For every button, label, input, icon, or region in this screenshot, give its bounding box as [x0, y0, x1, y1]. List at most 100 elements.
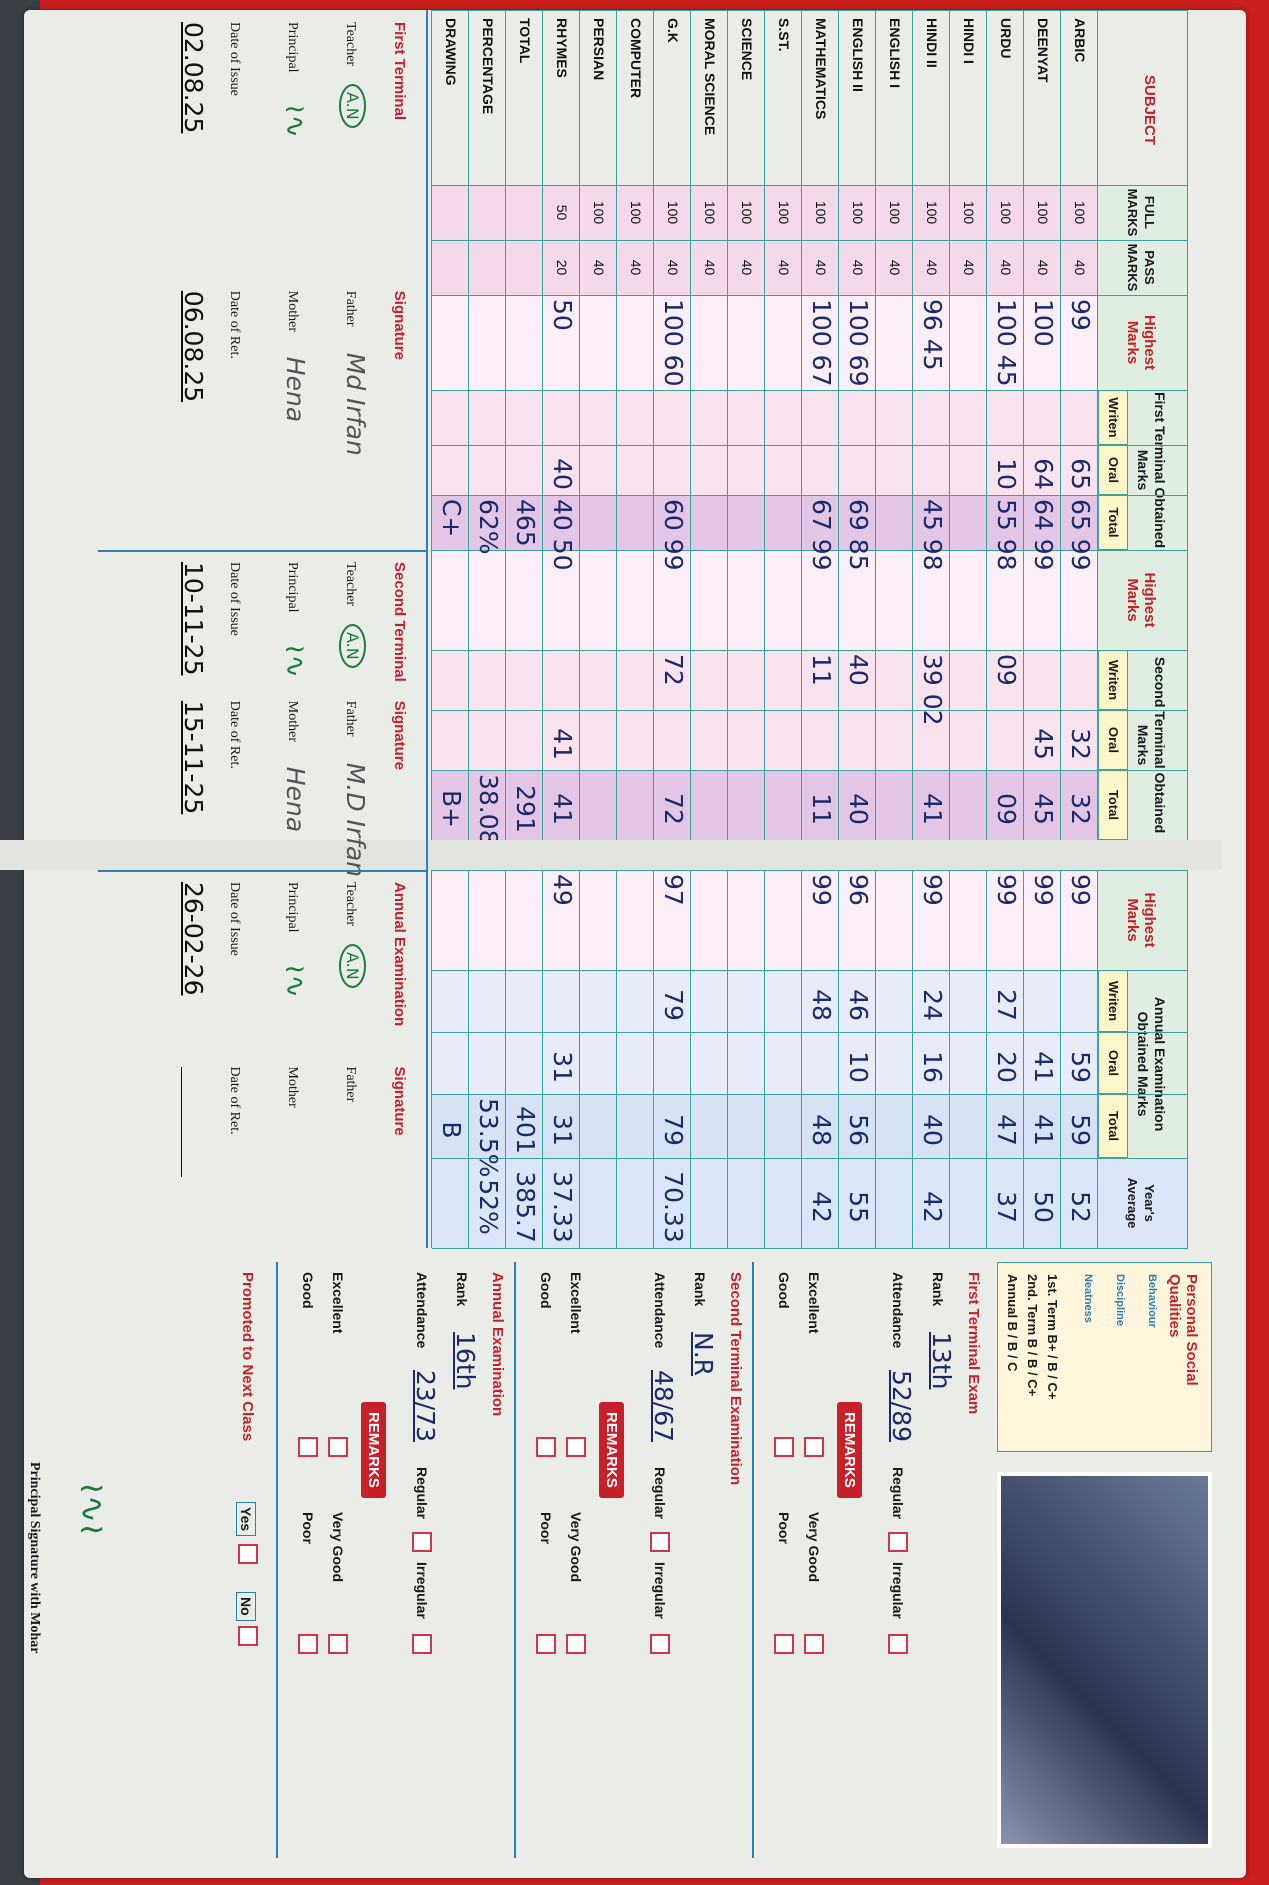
- attendance-value: 48/67: [649, 1370, 678, 1443]
- rank-value: 16th: [451, 1332, 480, 1390]
- poor-box[interactable]: [774, 1634, 794, 1654]
- promoted-label: Promoted to Next Class: [239, 1272, 256, 1442]
- t1-total: 64 99: [1029, 499, 1058, 571]
- regular-box[interactable]: [650, 1532, 670, 1552]
- ret-date: 06.08.25: [179, 290, 208, 403]
- issue-date: 26-02-26: [179, 882, 208, 996]
- row-line: [764, 10, 765, 840]
- subject-name: DEENYAT: [1035, 18, 1051, 83]
- t2-written: 11: [807, 654, 836, 686]
- t1-highest: 96 45: [918, 299, 947, 371]
- regular-box[interactable]: [888, 1532, 908, 1552]
- subject-name: SCIENCE: [739, 18, 755, 81]
- row-line: [579, 10, 580, 840]
- good-box[interactable]: [774, 1437, 794, 1457]
- t2-oral: 32: [1066, 728, 1095, 760]
- t1-oral: 10: [992, 458, 1021, 490]
- row-line: [1060, 10, 1061, 840]
- pass-marks: 40: [702, 259, 718, 276]
- mother-label: Mother: [285, 290, 300, 333]
- years-average: 37.33: [548, 1171, 577, 1243]
- issue-label: Date of Issue: [227, 22, 242, 96]
- mother-label: Mother: [285, 1066, 300, 1108]
- good-label: Good: [776, 1272, 792, 1309]
- pass-marks: 40: [739, 259, 755, 276]
- pass-marks: 20: [554, 259, 570, 276]
- row-line: [542, 870, 543, 1248]
- father-label: Father: [343, 290, 358, 327]
- teacher-initials: A.N: [339, 624, 366, 668]
- an-highest: 99: [918, 874, 947, 906]
- col-line: [432, 870, 1188, 871]
- subject-name: COMPUTER: [628, 18, 644, 99]
- irregular-box[interactable]: [412, 1634, 432, 1654]
- years-average: 52: [1066, 1191, 1095, 1223]
- irregular-box[interactable]: [650, 1634, 670, 1654]
- row-line: [653, 870, 654, 1248]
- ret-blank: [181, 1066, 182, 1177]
- poor-box[interactable]: [536, 1634, 556, 1654]
- subject-name: ENGLISH I: [887, 18, 903, 89]
- sig-heading: Signature: [391, 1066, 408, 1136]
- exam-title: Annual Examination: [489, 1272, 506, 1417]
- header-t1-title: First Terminal Obtained Marks: [1135, 391, 1168, 549]
- promoted-yes-box[interactable]: [238, 1544, 258, 1564]
- header-an-title: Annual Examination Obtained Marks: [1135, 996, 1168, 1132]
- issue-date: 02.08.25: [179, 22, 208, 134]
- row-line: [875, 870, 876, 1248]
- row-line: [542, 10, 543, 840]
- t2-total: 72: [659, 793, 688, 825]
- subject-name: MATHEMATICS: [813, 18, 829, 120]
- rank-value: N.R: [689, 1332, 718, 1377]
- subject-name: ARBIC: [1072, 18, 1088, 63]
- sig-heading: Signature: [391, 290, 408, 360]
- teacher-initials: A.N: [339, 944, 366, 988]
- irregular-label: Irregular: [890, 1562, 906, 1619]
- very-good-box[interactable]: [566, 1634, 586, 1654]
- excellent-box[interactable]: [804, 1437, 824, 1457]
- an-highest: 99: [807, 874, 836, 906]
- ret-date: 15-11-25: [179, 700, 208, 815]
- excellent-box[interactable]: [328, 1437, 348, 1457]
- good-box[interactable]: [536, 1437, 556, 1457]
- very-good-box[interactable]: [328, 1634, 348, 1654]
- very-good-box[interactable]: [804, 1634, 824, 1654]
- t2-total: 38.08%: [474, 774, 503, 870]
- attendance-value: 23/73: [411, 1370, 440, 1443]
- excellent-box[interactable]: [566, 1437, 586, 1457]
- an-total: 47: [992, 1114, 1021, 1146]
- poor-label: Poor: [300, 1512, 316, 1544]
- panel-divider: [276, 1262, 278, 1858]
- subheader-oral: Oral: [1098, 445, 1128, 495]
- an-oral: 16: [918, 1051, 947, 1083]
- an-total: 59: [1066, 1114, 1095, 1146]
- regular-box[interactable]: [412, 1532, 432, 1552]
- promoted-no-box[interactable]: [238, 1626, 258, 1646]
- irregular-box[interactable]: [888, 1634, 908, 1654]
- t1-total: 65 99: [1066, 499, 1095, 571]
- row-line: [579, 870, 580, 1248]
- an-highest: 99: [992, 874, 1021, 906]
- principal-signature: ≀∿: [279, 104, 312, 138]
- ret-label: Date of Ret.: [227, 1066, 242, 1135]
- poor-box[interactable]: [298, 1634, 318, 1654]
- row-line: [1097, 870, 1098, 1248]
- full-marks: 100: [591, 200, 607, 225]
- an-highest: 99: [1066, 874, 1095, 906]
- t2-total: 09: [992, 793, 1021, 825]
- years-average: 70.33: [659, 1171, 688, 1243]
- row-line: [727, 10, 728, 840]
- subheader-written: Writen: [1098, 650, 1128, 710]
- row-line: [468, 870, 469, 1248]
- exam-title: Second Terminal Examination: [727, 1272, 744, 1486]
- good-box[interactable]: [298, 1437, 318, 1457]
- regular-label: Regular: [652, 1467, 668, 1520]
- poor-label: Poor: [776, 1512, 792, 1544]
- an-total: 31: [548, 1114, 577, 1146]
- years-average: 50: [1029, 1191, 1058, 1223]
- irregular-label: Irregular: [414, 1562, 430, 1619]
- subheader-oral: Oral: [1098, 710, 1128, 770]
- subject-name: PERCENTAGE: [480, 18, 496, 115]
- an-oral: 59: [1066, 1051, 1095, 1083]
